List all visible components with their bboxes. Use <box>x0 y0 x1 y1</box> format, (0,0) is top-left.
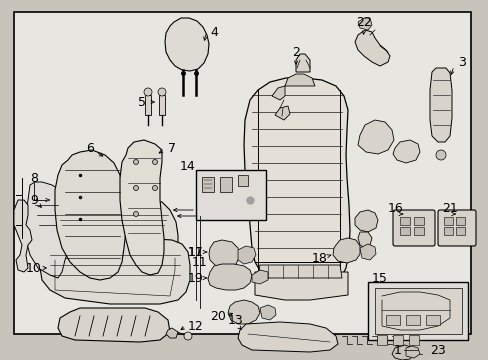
Bar <box>405 315 419 325</box>
Bar <box>408 335 418 345</box>
Bar <box>455 227 464 235</box>
Circle shape <box>152 185 157 190</box>
Polygon shape <box>55 150 126 280</box>
Text: 17: 17 <box>188 246 203 258</box>
Polygon shape <box>374 288 461 334</box>
Circle shape <box>133 185 138 190</box>
Polygon shape <box>25 182 72 278</box>
Polygon shape <box>14 200 32 272</box>
Bar <box>399 217 409 225</box>
Polygon shape <box>354 210 377 232</box>
Text: 9: 9 <box>30 194 38 207</box>
Polygon shape <box>238 322 337 352</box>
Bar <box>413 217 423 225</box>
Polygon shape <box>391 345 414 360</box>
Polygon shape <box>165 328 178 338</box>
Polygon shape <box>354 30 389 66</box>
Bar <box>425 315 439 325</box>
Circle shape <box>435 150 445 160</box>
Bar <box>392 335 402 345</box>
Text: 12: 12 <box>188 320 203 333</box>
Polygon shape <box>332 238 359 263</box>
Polygon shape <box>202 177 214 192</box>
Text: 10: 10 <box>26 261 42 274</box>
Text: 2: 2 <box>291 45 299 59</box>
Text: 11: 11 <box>192 256 207 269</box>
Bar <box>455 217 464 225</box>
Text: 14: 14 <box>180 159 196 172</box>
Text: 15: 15 <box>371 271 387 284</box>
Text: 21: 21 <box>441 202 457 215</box>
Polygon shape <box>50 196 178 268</box>
Text: 3: 3 <box>457 55 465 68</box>
Circle shape <box>183 332 192 340</box>
Bar <box>367 282 467 340</box>
Polygon shape <box>227 300 260 324</box>
Text: 11: 11 <box>188 246 203 258</box>
Polygon shape <box>238 175 247 186</box>
Polygon shape <box>120 140 163 275</box>
Text: 16: 16 <box>387 202 403 215</box>
Polygon shape <box>40 238 190 304</box>
Polygon shape <box>159 95 164 115</box>
Bar <box>14 12 470 334</box>
Bar <box>385 315 399 325</box>
Circle shape <box>152 159 157 165</box>
Polygon shape <box>260 305 275 320</box>
Circle shape <box>133 212 138 216</box>
Polygon shape <box>429 68 451 142</box>
Text: 18: 18 <box>311 252 327 265</box>
Bar <box>443 217 452 225</box>
Polygon shape <box>258 265 341 278</box>
Polygon shape <box>357 18 371 30</box>
Polygon shape <box>208 240 240 268</box>
Polygon shape <box>145 95 151 115</box>
Polygon shape <box>274 106 289 120</box>
Bar <box>196 170 265 220</box>
Polygon shape <box>58 308 170 342</box>
Text: 22: 22 <box>355 15 371 28</box>
Text: 13: 13 <box>228 314 244 327</box>
Polygon shape <box>271 86 285 100</box>
Polygon shape <box>220 177 231 192</box>
Polygon shape <box>392 140 419 163</box>
Polygon shape <box>251 270 267 284</box>
Polygon shape <box>357 232 371 248</box>
Text: 1: 1 <box>393 343 401 356</box>
FancyBboxPatch shape <box>392 210 434 246</box>
Text: 4: 4 <box>210 26 218 39</box>
Text: 19: 19 <box>188 271 203 284</box>
Circle shape <box>143 88 152 96</box>
Bar <box>443 227 452 235</box>
Polygon shape <box>285 74 314 86</box>
FancyBboxPatch shape <box>437 210 475 246</box>
Text: 6: 6 <box>86 141 94 154</box>
Text: 7: 7 <box>168 141 176 154</box>
Bar <box>399 227 409 235</box>
Polygon shape <box>254 272 347 300</box>
Bar <box>413 227 423 235</box>
Polygon shape <box>359 244 375 260</box>
Polygon shape <box>244 78 349 292</box>
Circle shape <box>133 159 138 165</box>
Polygon shape <box>405 346 419 358</box>
Polygon shape <box>357 120 393 154</box>
Text: 5: 5 <box>138 95 146 108</box>
Bar <box>376 335 386 345</box>
Circle shape <box>158 88 165 96</box>
Text: 8: 8 <box>30 171 38 185</box>
Text: 23: 23 <box>429 343 445 356</box>
Polygon shape <box>295 54 309 72</box>
Polygon shape <box>238 246 256 264</box>
Text: 20: 20 <box>210 310 225 323</box>
Polygon shape <box>207 264 251 290</box>
Polygon shape <box>164 18 208 71</box>
